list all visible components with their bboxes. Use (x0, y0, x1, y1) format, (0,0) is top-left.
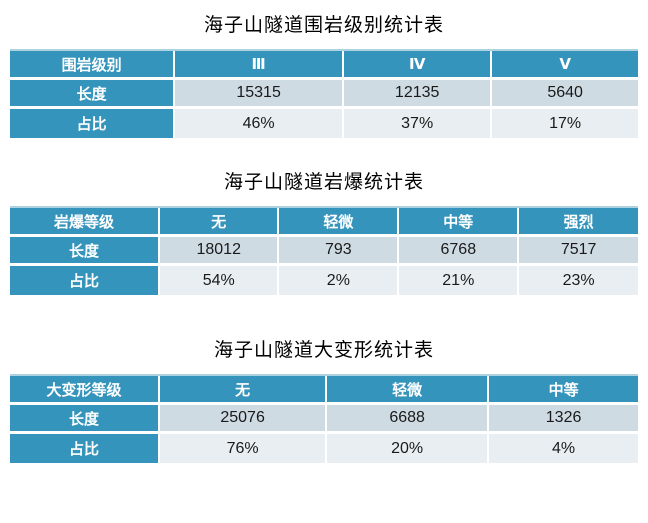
large-deformation-table: 大变形等级 无 轻微 中等 长度 25076 6688 1326 占比 76% … (10, 374, 638, 463)
rock-burst-table: 岩爆等级 无 轻微 中等 强烈 长度 18012 793 6768 7517 占… (10, 206, 638, 295)
data-cell: 2% (279, 266, 400, 295)
data-cell: 1326 (489, 405, 638, 434)
table-row-percentage: 占比 54% 2% 21% 23% (10, 266, 638, 295)
data-cell: 6688 (327, 405, 490, 434)
table-row-length: 长度 18012 793 6768 7517 (10, 237, 638, 266)
data-cell: 17% (492, 109, 638, 138)
table-row-percentage: 占比 76% 20% 4% (10, 434, 638, 463)
data-cell: 76% (160, 434, 328, 463)
header-row: 围岩级别 Ⅲ Ⅳ Ⅴ (10, 51, 638, 80)
section-large-deformation: 海子山隧道大变形统计表 大变形等级 无 轻微 中等 长度 25076 6688 … (10, 337, 638, 463)
data-cell: 5640 (492, 80, 638, 109)
data-cell: 793 (279, 237, 400, 266)
row-label: 长度 (10, 80, 176, 109)
data-cell: 15315 (175, 80, 345, 109)
row-label: 占比 (10, 109, 176, 138)
rock-level-table-title: 海子山隧道围岩级别统计表 (203, 15, 444, 36)
rock-level-table: 围岩级别 Ⅲ Ⅳ Ⅴ 长度 15315 12135 5640 占比 46% 37… (10, 49, 638, 138)
table-row-length: 长度 15315 12135 5640 (10, 80, 638, 109)
section-rock-level: 海子山隧道围岩级别统计表 围岩级别 Ⅲ Ⅳ Ⅴ 长度 15315 12135 5… (10, 12, 638, 138)
data-cell: 18012 (160, 237, 280, 266)
column-header: 无 (160, 376, 328, 405)
section-rock-burst: 海子山隧道岩爆统计表 岩爆等级 无 轻微 中等 强烈 长度 18012 793 … (10, 169, 638, 295)
column-header: Ⅳ (344, 51, 493, 80)
column-header: 轻微 (327, 376, 490, 405)
column-header: 岩爆等级 (10, 208, 161, 237)
header-row: 岩爆等级 无 轻微 中等 强烈 (10, 208, 638, 237)
column-header: 中等 (489, 376, 638, 405)
data-cell: 54% (160, 266, 280, 295)
data-cell: 12135 (344, 80, 493, 109)
data-cell: 23% (519, 266, 638, 295)
data-cell: 25076 (160, 405, 328, 434)
column-header: 大变形等级 (10, 376, 161, 405)
data-cell: 4% (489, 434, 638, 463)
header-row: 大变形等级 无 轻微 中等 (10, 376, 638, 405)
row-label: 占比 (10, 434, 161, 463)
column-header: 无 (160, 208, 280, 237)
table-row-percentage: 占比 46% 37% 17% (10, 109, 638, 138)
row-label: 长度 (10, 405, 161, 434)
column-header: 轻微 (279, 208, 400, 237)
data-cell: 37% (344, 109, 493, 138)
row-label: 占比 (10, 266, 161, 295)
large-deformation-table-title: 海子山隧道大变形统计表 (213, 340, 434, 361)
column-header: 围岩级别 (10, 51, 176, 80)
column-header: 强烈 (519, 208, 638, 237)
page: 海子山隧道围岩级别统计表 围岩级别 Ⅲ Ⅳ Ⅴ 长度 15315 12135 5… (0, 12, 648, 463)
data-cell: 7517 (519, 237, 638, 266)
table-row-length: 长度 25076 6688 1326 (10, 405, 638, 434)
column-header: Ⅴ (492, 51, 638, 80)
rock-burst-table-title: 海子山隧道岩爆统计表 (223, 172, 424, 193)
row-label: 长度 (10, 237, 161, 266)
column-header: Ⅲ (175, 51, 345, 80)
data-cell: 6768 (399, 237, 520, 266)
data-cell: 21% (399, 266, 520, 295)
data-cell: 46% (175, 109, 345, 138)
data-cell: 20% (327, 434, 490, 463)
column-header: 中等 (399, 208, 520, 237)
